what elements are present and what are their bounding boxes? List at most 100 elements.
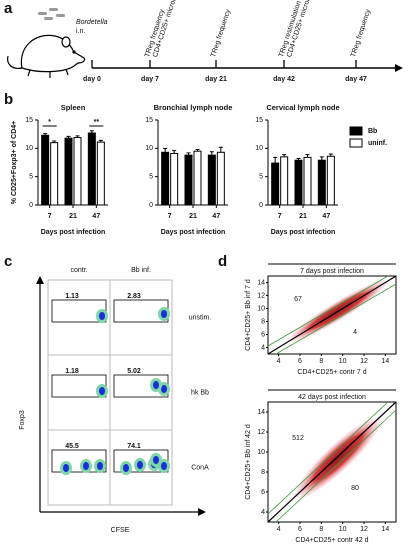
y-tick-label: 10 [145, 145, 153, 152]
error-bar [218, 146, 223, 153]
gate-percent: 1.13 [65, 293, 79, 300]
error-bar [172, 150, 177, 154]
x-tick-label: 7 [48, 213, 52, 220]
x-tick-label: 6 [298, 358, 302, 365]
day-label: day 47 [345, 76, 367, 83]
bar [216, 151, 225, 206]
gate [51, 449, 107, 473]
x-axis-label: CD4+CD25+ contr 42 d [295, 537, 368, 544]
gate-percent: 74.1 [127, 443, 141, 450]
y-tick-label: 12 [257, 292, 265, 299]
cell-population-core [99, 312, 105, 320]
y-tick-label: 15 [25, 117, 33, 124]
bar [271, 162, 280, 206]
error-bar [66, 135, 71, 139]
bar [280, 156, 289, 206]
event-label: TReg frequency [350, 8, 372, 58]
x-tick-label: 4 [277, 526, 281, 533]
y-tick-label: 4 [261, 344, 265, 351]
cell-population-core [153, 381, 159, 389]
mouse-drawing [7, 34, 86, 78]
y-tick-label: 15 [145, 117, 153, 124]
y-tick-label: 6 [261, 331, 265, 338]
error-bar [43, 133, 48, 136]
x-axis-label: CFSE [111, 527, 130, 534]
day-label: day 7 [141, 76, 159, 83]
day-label: day 21 [205, 76, 227, 83]
panel-letter: d [218, 253, 227, 270]
fold-line [275, 283, 397, 355]
cell-population-core [123, 464, 129, 472]
diagonal [267, 401, 397, 523]
gate-percent: 1.18 [65, 368, 79, 375]
timeline-arrow [395, 64, 403, 72]
fold-line [267, 275, 389, 347]
error-bar [89, 130, 94, 134]
bar [87, 132, 96, 206]
flow-axes [39, 282, 200, 513]
error-bar [75, 135, 80, 138]
y-tick-label: 5 [149, 174, 153, 181]
bar [303, 156, 312, 206]
error-bar [98, 139, 103, 143]
panel-letter: a [4, 0, 13, 17]
bar [317, 159, 326, 206]
x-tick-label: 10 [339, 358, 347, 365]
bar [161, 151, 170, 206]
error-bar [305, 154, 310, 158]
bar [64, 137, 73, 206]
bar [326, 155, 335, 206]
cell-population-core [83, 462, 89, 470]
x-tick-label: 12 [360, 358, 368, 365]
column-header: Bb inf. [131, 267, 151, 274]
y-tick-label: 12 [257, 429, 265, 436]
cell-population-core [63, 464, 69, 472]
y-tick-label: 10 [257, 449, 265, 456]
y-tick-label: 0 [149, 202, 153, 209]
cell-population-core [137, 461, 143, 469]
chart-title: Spleen [61, 103, 86, 112]
x-axis-label: CD4+CD25+ contr 7 d [297, 369, 366, 376]
significance-label: ** [94, 119, 100, 126]
error-bar [163, 147, 168, 153]
x-tick-label: 12 [360, 526, 368, 533]
bar [50, 142, 59, 206]
bar [207, 154, 216, 206]
bar [41, 134, 50, 206]
x-axis-label: Days post infection [161, 229, 226, 236]
y-tick-label: 8 [261, 318, 265, 325]
bar [170, 152, 179, 206]
day-label: day 0 [83, 76, 101, 83]
x-tick-label: 6 [298, 526, 302, 533]
up-count: 67 [294, 296, 302, 303]
legend-label: Bb [368, 128, 377, 135]
down-count: 80 [351, 485, 359, 492]
x-tick-label: 7 [278, 213, 282, 220]
fold-line [275, 409, 397, 523]
x-axis-label: Days post infection [271, 229, 336, 236]
y-tick-label: 5 [259, 174, 263, 181]
y-tick-label: 6 [261, 489, 265, 496]
error-bar [328, 153, 333, 157]
y-tick-label: 10 [257, 305, 265, 312]
y-axis-label: CD4+CD25+ Bb inf 42 d [245, 424, 252, 500]
y-tick-label: 0 [259, 202, 263, 209]
cell-population-core [99, 387, 105, 395]
error-bar [52, 140, 57, 143]
x-axis-label: Days post infection [41, 229, 106, 236]
y-axis-label: % CD25+Foxp3+ of CD4+ [11, 121, 18, 204]
x-tick-label: 47 [92, 213, 100, 220]
y-tick-label: 10 [25, 145, 33, 152]
column-header: contr. [70, 267, 87, 274]
chart-title: Cervical lymph node [266, 103, 339, 112]
route: i.n. [76, 28, 85, 35]
x-tick-label: 47 [322, 213, 330, 220]
cell-population-core [161, 385, 167, 393]
row-label: ConA [191, 464, 209, 471]
x-tick-label: 21 [299, 213, 307, 220]
cell-population-core [153, 456, 159, 464]
row-label: unstim. [189, 314, 212, 321]
x-tick-label: 21 [69, 213, 77, 220]
y-axis-label: Foxp3 [19, 410, 26, 430]
